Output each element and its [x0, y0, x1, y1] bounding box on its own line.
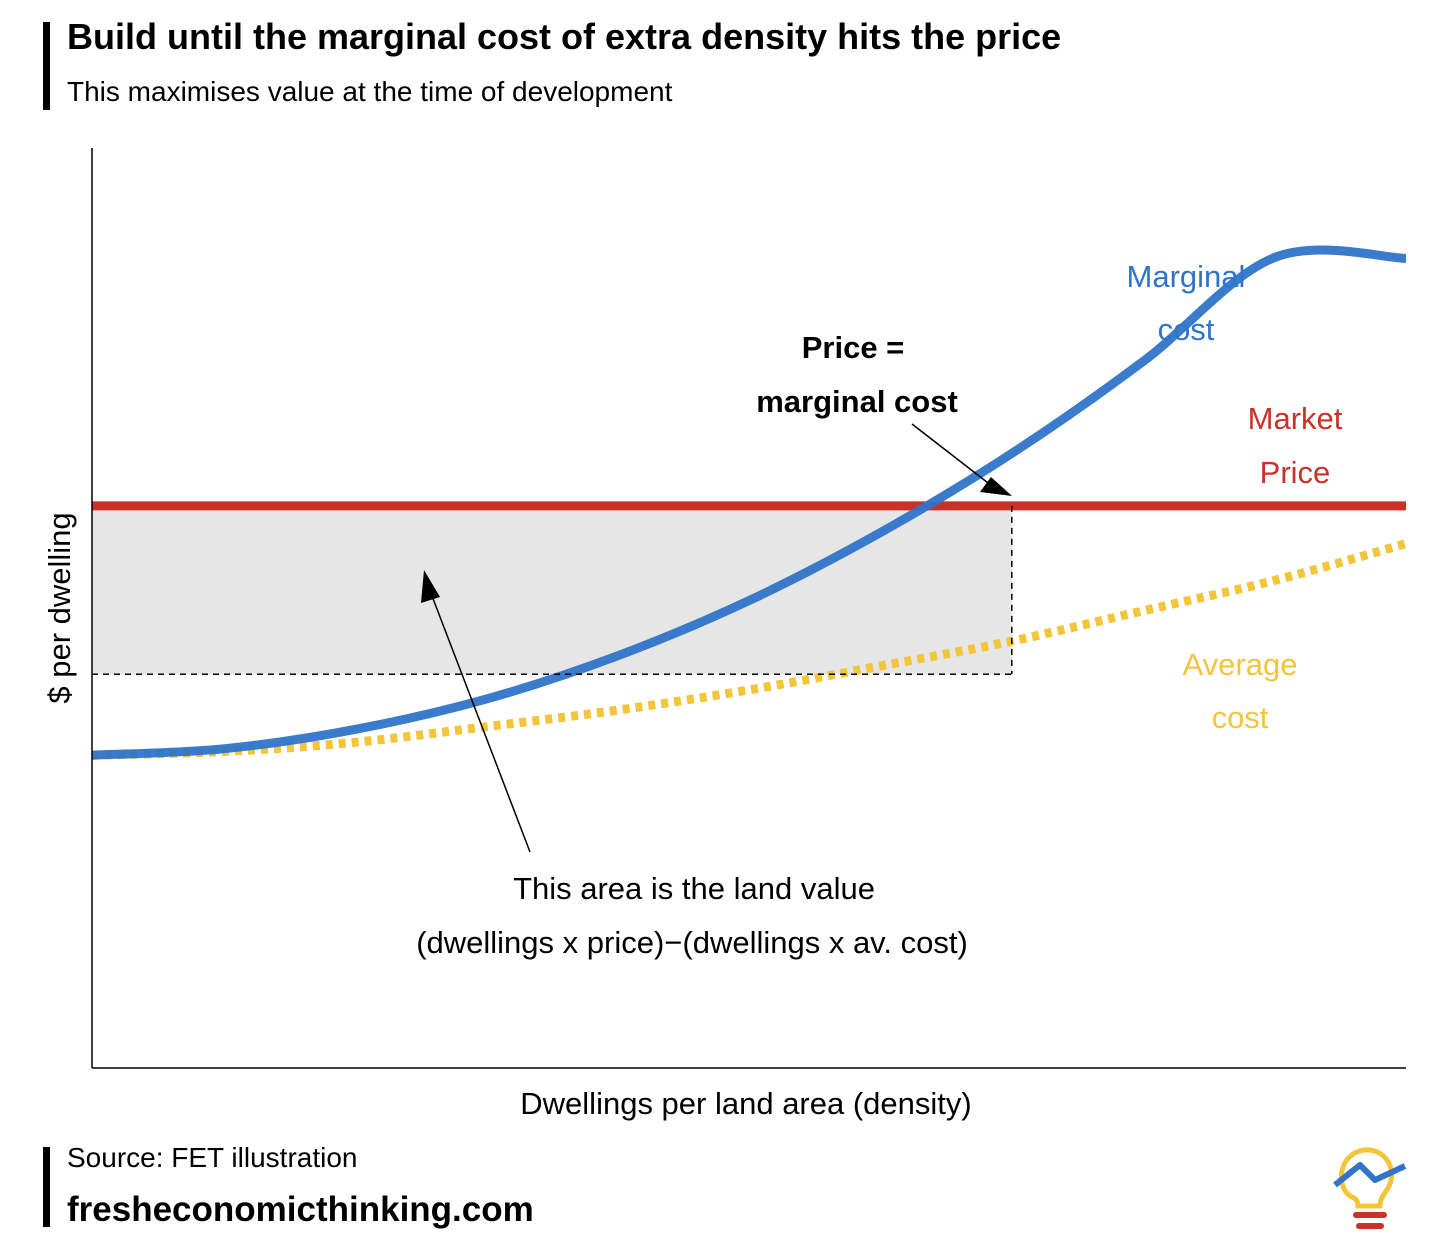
chart-title: Build until the marginal cost of extra d… — [67, 16, 1062, 57]
area-arrow — [431, 595, 531, 853]
marginal-cost-label-line2: cost — [1158, 312, 1215, 347]
footer-accent-bar — [43, 1147, 50, 1227]
area-annotation-line2: (dwellings x price)−(dwellings x av. cos… — [416, 925, 968, 960]
x-axis-label: Dwellings per land area (density) — [520, 1086, 971, 1121]
area-annotation-line1: This area is the land value — [513, 871, 875, 906]
equilibrium-annotation-line1: Price = — [802, 330, 905, 365]
equilibrium-arrowhead — [980, 477, 1012, 496]
average-cost-line — [91, 539, 1408, 760]
average-cost-label-line1: Average — [1183, 647, 1298, 682]
marginal-cost-line — [91, 245, 1407, 760]
market-price-label-line1: Market — [1248, 401, 1343, 436]
area-arrowhead — [421, 570, 440, 603]
y-axis-label: $ per dwelling — [42, 512, 77, 703]
website-link[interactable]: fresheconomicthinking.com — [67, 1190, 534, 1229]
average-cost-label-line2: cost — [1212, 700, 1269, 735]
equilibrium-annotation-line2: marginal cost — [756, 384, 958, 419]
source-note: Source: FET illustration — [67, 1142, 358, 1173]
land-value-area — [92, 505, 1012, 675]
lightbulb-logo-icon — [1333, 1147, 1407, 1229]
marginal-cost-label-line1: Marginal — [1127, 259, 1246, 294]
equilibrium-arrow — [911, 423, 993, 487]
title-accent-bar — [43, 22, 50, 110]
chart-subtitle: This maximises value at the time of deve… — [67, 76, 673, 107]
market-price-label-line2: Price — [1260, 455, 1331, 490]
